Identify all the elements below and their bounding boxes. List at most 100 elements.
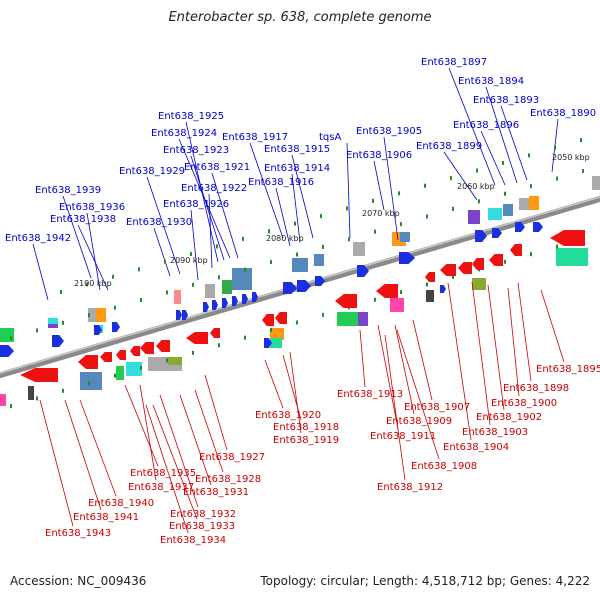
label-connector-ent638-1929	[146, 176, 181, 275]
track-tick	[452, 274, 454, 279]
label-connector-lines	[32, 67, 565, 534]
protein-domain-block	[116, 366, 124, 380]
gene-label-ent638-1907: Ent638_1907	[404, 402, 470, 413]
label-connector-ent638-1897	[448, 67, 496, 186]
track-tick	[242, 236, 244, 241]
tick-label: 2050 kbp	[552, 153, 590, 162]
label-connector-ent638-1917	[249, 142, 284, 239]
track-tick	[244, 267, 246, 272]
label-connector-ent638-1936	[86, 212, 101, 291]
gene-label-ent638-1933: Ent638_1933	[169, 521, 235, 532]
track-tick	[88, 381, 90, 386]
reverse-gene-arrow	[376, 284, 398, 298]
track-tick	[114, 305, 116, 310]
gene-label-ent638-1900: Ent638_1900	[491, 398, 557, 409]
label-connector-ent638-1932	[159, 394, 199, 508]
reverse-gene-arrow	[425, 272, 435, 282]
reverse-gene-arrow	[440, 264, 456, 276]
protein-domain-block	[400, 232, 410, 242]
forward-gene-arrow	[232, 296, 238, 306]
accession-text: Accession: NC_009436	[10, 574, 147, 588]
label-connector-ent638-1911	[377, 324, 399, 430]
protein-domain-block	[222, 280, 232, 294]
label-connector-ent638-1926	[190, 209, 199, 281]
gene-label-ent638-1899: Ent638_1899	[416, 141, 482, 152]
label-connector-ent638-1935	[124, 384, 159, 467]
gene-label-ent638-1897: Ent638_1897	[421, 57, 487, 68]
forward-gene-arrow	[357, 265, 369, 277]
gene-label-ent638-1896: Ent638_1896	[453, 120, 519, 131]
reverse-gene-arrow	[335, 294, 357, 308]
gene-label-ent638-1918: Ent638_1918	[273, 422, 339, 433]
track-tick	[320, 214, 322, 219]
track-tick	[10, 336, 12, 340]
label-connector-ent638-1919	[289, 351, 302, 434]
protein-domain-block	[519, 198, 529, 210]
track-tick	[296, 252, 298, 257]
track-tick	[270, 328, 272, 333]
label-connector-ent638-1908	[396, 329, 440, 460]
gene-label-ent638-1932: Ent638_1932	[170, 509, 236, 520]
track-tick	[62, 388, 64, 393]
tick-label: 2060 kbp	[457, 182, 495, 191]
track-tick	[556, 244, 558, 249]
track-tick	[504, 259, 506, 264]
protein-domain-block	[168, 357, 182, 365]
gene-label-ent638-1915: Ent638_1915	[264, 144, 330, 155]
protein-domain-block	[556, 248, 588, 266]
label-connector-ent638-1916	[275, 187, 291, 247]
gene-label-ent638-1931: Ent638_1931	[183, 487, 249, 498]
reverse-gene-arrow	[210, 328, 220, 338]
forward-gene-arrow	[283, 282, 297, 294]
label-connector-ent638-1909	[394, 324, 415, 415]
track-tick	[164, 259, 166, 264]
gene-label-ent638-1913: Ent638_1913	[337, 389, 403, 400]
forward-gene-arrow	[264, 338, 272, 348]
track-tick	[322, 312, 324, 317]
map-title: Enterobacter sp. 638, complete genome	[168, 10, 432, 25]
label-connector-ent638-1912	[384, 334, 406, 481]
protein-domain-block	[232, 268, 252, 290]
gene-label-ent638-1935: Ent638_1935	[130, 468, 196, 479]
label-connector-ent638-1928	[194, 389, 224, 473]
gene-label-ent638-1923: Ent638_1923	[163, 145, 229, 156]
gene-label-ent638-1942: Ent638_1942	[5, 233, 71, 244]
track-tick	[268, 229, 270, 234]
label-connector-ent638-1933	[152, 404, 198, 520]
protein-domain-block	[28, 386, 34, 400]
gene-label-ent638-1898: Ent638_1898	[503, 383, 569, 394]
gene-label-ent638-1939: Ent638_1939	[35, 185, 101, 196]
track-tick	[114, 373, 116, 378]
gene-label-ent638-1902: Ent638_1902	[476, 412, 542, 423]
protein-domain-block	[488, 208, 502, 220]
gene-label-ent638-1908: Ent638_1908	[411, 461, 477, 472]
track-tick	[166, 290, 168, 295]
label-connector-ent638-1906	[373, 160, 385, 211]
gene-label-ent638-1925: Ent638_1925	[158, 111, 224, 122]
track-tick	[218, 343, 220, 348]
gene-label-ent638-1922: Ent638_1922	[181, 183, 247, 194]
protein-domain-block	[314, 254, 324, 266]
track-tick	[86, 282, 88, 287]
track-tick	[582, 168, 584, 173]
gene-label-ent638-1893: Ent638_1893	[473, 95, 539, 106]
gene-label-ent638-1921: Ent638_1921	[184, 162, 250, 173]
forward-gene-arrow	[203, 302, 209, 312]
track-tick	[322, 244, 324, 249]
track-tick	[138, 267, 140, 272]
label-connector-ent638-1896	[480, 130, 506, 186]
forward-gene-arrow	[0, 345, 14, 357]
track-tick	[450, 176, 452, 181]
protein-domain-block	[472, 278, 486, 290]
protein-domain-block	[48, 318, 58, 324]
track-tick	[372, 198, 374, 203]
label-connector-ent638-1907	[412, 319, 433, 401]
tick-labels: 2050 kbp 2060 kbp 2070 kbp 2080 kbp 2090 kbp…	[74, 153, 590, 288]
track-tick	[60, 290, 62, 294]
track-tick	[424, 183, 426, 188]
gene-label-ent638-1906: Ent638_1906	[346, 150, 412, 161]
track-tick	[478, 199, 480, 204]
track-tick	[88, 313, 90, 318]
gene-label-ent638-1917: Ent638_1917	[222, 132, 288, 143]
